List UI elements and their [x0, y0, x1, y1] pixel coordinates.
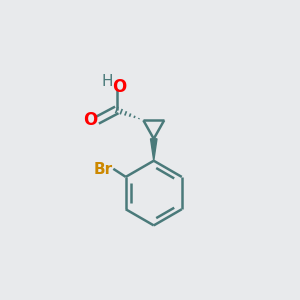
Text: O: O: [112, 78, 127, 96]
Text: Br: Br: [93, 163, 112, 178]
Text: H: H: [102, 74, 113, 88]
Text: O: O: [83, 111, 97, 129]
Polygon shape: [151, 139, 157, 161]
